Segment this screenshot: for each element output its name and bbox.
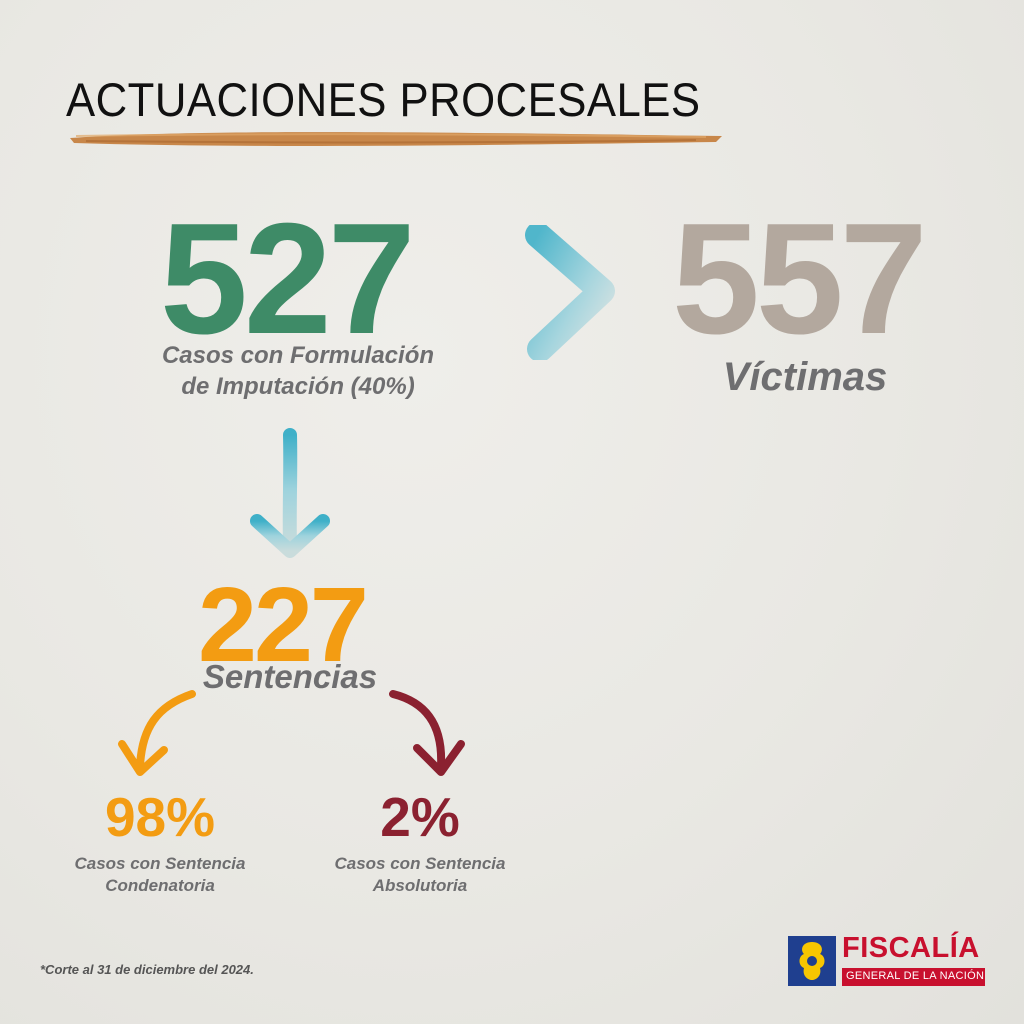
acquittal-label-line1: Casos con Sentencia [334,854,506,873]
imputation-label: Casos con Formulación de Imputación (40%… [108,340,488,402]
victims-label: Víctimas [722,355,888,399]
condemnatory-label-line2: Condenatoria [105,876,215,896]
acquittal-percentage: 2% [380,786,460,848]
logo-wordmark: FISCALÍA [842,932,980,964]
condemnatory-percentage: 98% [104,786,216,848]
acquittal-label-line2: Absolutoria [372,876,468,896]
chevron-right-icon [525,225,615,360]
sentences-label: Sentencias [202,658,378,695]
fiscalia-logo: FISCALÍA GENERAL DE LA NACIÓN [788,934,988,990]
imputation-label-line2: de Imputación (40%) [181,373,415,401]
footnote: *Corte al 31 de diciembre del 2024. [40,962,254,977]
logo-subtitle: GENERAL DE LA NACIÓN [846,970,985,982]
imputation-count: 527 [160,191,416,367]
arrow-down-icon [250,428,330,558]
logo-subtitle-bar [842,968,985,986]
coat-of-arms-icon [788,936,836,986]
condemnatory-label: Casos con Sentencia Condenatoria [40,853,280,898]
condemnatory-label-line1: Casos con Sentencia [74,854,246,873]
curved-arrow-left-icon [118,690,196,776]
acquittal-label: Casos con Sentencia Absolutoria [300,853,540,898]
page-title: ACTUACIONES PROCESALES [66,73,701,126]
sentences-count: 227 [198,566,369,684]
victims-count: 557 [672,191,928,367]
imputation-label-line1: Casos con Formulación [161,342,435,369]
curved-arrow-right-icon [389,690,465,776]
brush-underline-icon [70,132,722,146]
